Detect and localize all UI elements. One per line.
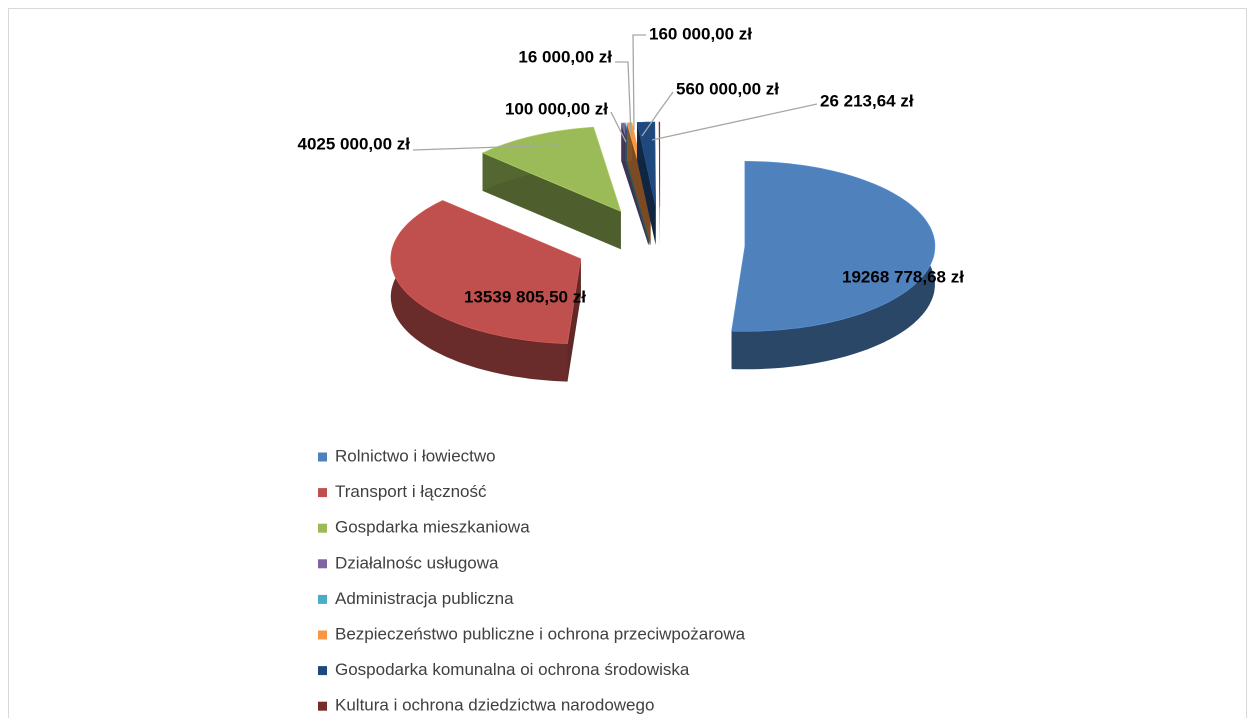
legend-swatch (318, 701, 327, 711)
data-label: 13539 805,50 zł (464, 287, 586, 306)
data-label: 4025 000,00 zł (298, 134, 411, 153)
legend-label: Gospodarka komunalna oi ochrona środowis… (335, 660, 690, 679)
data-label: 160 000,00 zł (649, 24, 752, 43)
leader-line (412, 144, 561, 151)
legend-label: Transport i łączność (335, 482, 487, 501)
legend-label: Administracja publiczna (335, 589, 514, 608)
slice (731, 160, 936, 332)
legend-label: Gospdarka mieszkaniowa (335, 518, 530, 537)
chart-frame (8, 8, 1247, 718)
leader-line (632, 34, 646, 131)
leader-line (610, 111, 627, 143)
legend-swatch (318, 559, 327, 569)
slice (390, 200, 582, 344)
data-label: 560 000,00 zł (676, 79, 779, 98)
leader-line (615, 61, 632, 136)
data-label: 26 213,64 zł (820, 91, 914, 110)
legend-label: Kultura i ochrona dziedzictwa narodowego (335, 696, 654, 715)
legend-swatch (318, 488, 327, 498)
leader-line (641, 91, 674, 137)
slice-side (621, 123, 625, 162)
legend-label: Bezpieczeństwo publiczne i ochrona przec… (335, 624, 746, 643)
legend-swatch (318, 630, 327, 640)
data-label: 19268 778,68 zł (842, 267, 964, 286)
slice-side (390, 200, 568, 382)
legend-label: Rolnictwo i łowiectwo (335, 446, 496, 465)
slice (658, 121, 661, 208)
slice (636, 121, 656, 208)
leader-line (651, 103, 818, 141)
data-label: 100 000,00 zł (505, 99, 608, 118)
legend-label: Działalnośc usługowa (335, 553, 499, 572)
legend-swatch (318, 666, 327, 676)
legend-swatch (318, 523, 327, 533)
legend-swatch (318, 594, 327, 604)
data-label: 16 000,00 zł (518, 47, 612, 66)
legend-swatch (318, 452, 327, 462)
